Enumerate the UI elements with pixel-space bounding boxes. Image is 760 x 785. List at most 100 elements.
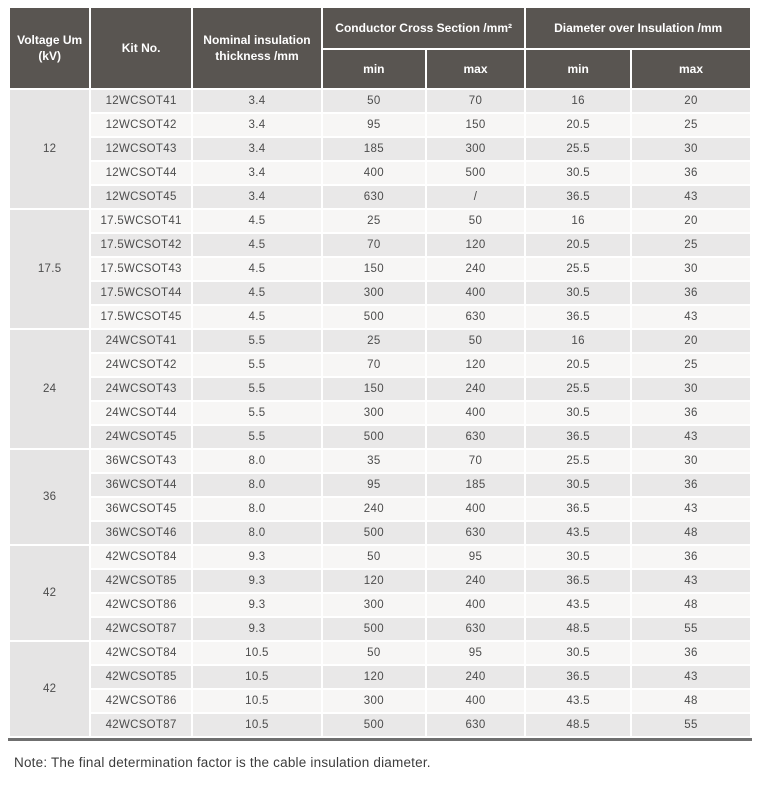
cell-ccs-min: 35 bbox=[323, 450, 425, 472]
cell-thickness: 5.5 bbox=[192, 426, 322, 448]
cell-kit: 42WCSOT84 bbox=[91, 546, 191, 568]
cell-doi-max: 48 bbox=[631, 594, 750, 616]
cell-ccs-max: 150 bbox=[426, 114, 525, 136]
cell-doi-max: 43 bbox=[631, 426, 750, 448]
cell-ccs-max: 95 bbox=[426, 546, 525, 568]
cell-ccs-max: 400 bbox=[426, 282, 525, 304]
cell-doi-min: 20.5 bbox=[526, 114, 630, 136]
cell-thickness: 10.5 bbox=[192, 690, 322, 712]
cell-doi-max: 43 bbox=[631, 186, 750, 208]
table-row: 24WCSOT42 5.5 70 120 20.5 25 bbox=[10, 354, 750, 376]
cell-ccs-max: 500 bbox=[426, 162, 525, 184]
cell-kit: 24WCSOT42 bbox=[91, 354, 191, 376]
cell-doi-max: 36 bbox=[631, 282, 750, 304]
cell-thickness: 9.3 bbox=[192, 546, 322, 568]
cell-kit: 42WCSOT85 bbox=[91, 570, 191, 592]
cell-ccs-max: 630 bbox=[426, 306, 525, 328]
cell-kit: 42WCSOT86 bbox=[91, 594, 191, 616]
cell-kit: 42WCSOT86 bbox=[91, 690, 191, 712]
cell-doi-min: 36.5 bbox=[526, 186, 630, 208]
cell-doi-max: 30 bbox=[631, 138, 750, 160]
table-row: 42 42WCSOT84 10.5 50 95 30.5 36 bbox=[10, 642, 750, 736]
cell-kit: 12WCSOT44 bbox=[91, 162, 191, 184]
header-diameter-over-insulation: Diameter over Insulation /mm bbox=[526, 8, 750, 48]
cell-ccs-min: 95 bbox=[323, 114, 425, 136]
table-row: 24 24WCSOT41 5.5 25 50 16 20 bbox=[10, 330, 750, 448]
cell-doi-max: 25 bbox=[631, 114, 750, 136]
cell-doi-min: 43.5 bbox=[526, 594, 630, 616]
cell-doi-max: 43 bbox=[631, 498, 750, 520]
cell-thickness: 3.4 bbox=[192, 90, 322, 112]
cell-thickness: 8.0 bbox=[192, 450, 322, 472]
cell-doi-min: 36.5 bbox=[526, 306, 630, 328]
cell-doi-min: 20.5 bbox=[526, 354, 630, 376]
cell-kit: 24WCSOT45 bbox=[91, 426, 191, 448]
table-row: 17.5WCSOT42 4.5 70 120 20.5 25 bbox=[10, 234, 750, 256]
header-conductor-cross-section: Conductor Cross Section /mm² bbox=[323, 8, 525, 48]
table-bottom-border bbox=[8, 738, 752, 741]
cell-ccs-min: 500 bbox=[323, 522, 425, 544]
header-row-minmax: min max min max bbox=[10, 50, 750, 88]
cell-doi-max: 43 bbox=[631, 666, 750, 688]
cell-ccs-max: 120 bbox=[426, 354, 525, 376]
cell-ccs-max: 95 bbox=[426, 642, 525, 664]
cell-doi-max: 48 bbox=[631, 522, 750, 544]
cell-ccs-min: 50 bbox=[323, 642, 425, 664]
cell-doi-min: 43.5 bbox=[526, 690, 630, 712]
cell-kit: 36WCSOT45 bbox=[91, 498, 191, 520]
cell-ccs-min: 70 bbox=[323, 234, 425, 256]
cell-ccs-min: 500 bbox=[323, 306, 425, 328]
cell-kit: 42WCSOT87 bbox=[91, 618, 191, 640]
cell-thickness: 3.4 bbox=[192, 162, 322, 184]
header-voltage: Voltage Um (kV) bbox=[10, 8, 90, 88]
cell-ccs-max: 630 bbox=[426, 714, 525, 736]
cell-doi-max: 36 bbox=[631, 642, 750, 664]
cell-ccs-max: 70 bbox=[426, 450, 525, 472]
cell-ccs-max: 630 bbox=[426, 618, 525, 640]
cell-kit: 24WCSOT43 bbox=[91, 378, 191, 400]
subheader-doi-max: max bbox=[631, 50, 750, 88]
cell-ccs-min: 500 bbox=[323, 618, 425, 640]
cell-thickness: 9.3 bbox=[192, 618, 322, 640]
cell-kit: 17.5WCSOT44 bbox=[91, 282, 191, 304]
cell-ccs-min: 150 bbox=[323, 378, 425, 400]
kit-specifications-table: Voltage Um (kV) Kit No. Nominal insulati… bbox=[8, 6, 752, 738]
cell-doi-max: 36 bbox=[631, 162, 750, 184]
cell-kit: 17.5WCSOT45 bbox=[91, 306, 191, 328]
table-row: 42WCSOT86 10.5 300 400 43.5 48 bbox=[10, 690, 750, 712]
voltage-group-cell: 24 bbox=[10, 330, 90, 448]
cell-doi-min: 25.5 bbox=[526, 138, 630, 160]
voltage-group-cell: 42 bbox=[10, 642, 90, 736]
cell-kit: 36WCSOT46 bbox=[91, 522, 191, 544]
cell-doi-min: 30.5 bbox=[526, 402, 630, 424]
cell-doi-max: 20 bbox=[631, 330, 750, 352]
cell-doi-max: 30 bbox=[631, 258, 750, 280]
cell-thickness: 4.5 bbox=[192, 258, 322, 280]
cell-ccs-max: / bbox=[426, 186, 525, 208]
cell-kit: 36WCSOT43 bbox=[91, 450, 191, 472]
table-row: 42WCSOT87 10.5 500 630 48.5 55 bbox=[10, 714, 750, 736]
cell-doi-min: 36.5 bbox=[526, 498, 630, 520]
table-row: 17.5WCSOT44 4.5 300 400 30.5 36 bbox=[10, 282, 750, 304]
cell-kit: 17.5WCSOT41 bbox=[91, 210, 191, 232]
table-row: 42WCSOT85 9.3 120 240 36.5 43 bbox=[10, 570, 750, 592]
cell-thickness: 3.4 bbox=[192, 186, 322, 208]
table-row: 17.5 17.5WCSOT41 4.5 25 50 16 20 bbox=[10, 210, 750, 328]
table-row: 12WCSOT45 3.4 630/36.5 43 bbox=[10, 186, 750, 208]
table-row: 17.5WCSOT45 4.5 500 630 36.5 43 bbox=[10, 306, 750, 328]
cell-kit: 17.5WCSOT43 bbox=[91, 258, 191, 280]
page: Voltage Um (kV) Kit No. Nominal insulati… bbox=[0, 6, 760, 785]
cell-ccs-max: 240 bbox=[426, 570, 525, 592]
cell-kit: 24WCSOT44 bbox=[91, 402, 191, 424]
table-row: 17.5WCSOT43 4.5 150 240 25.5 30 bbox=[10, 258, 750, 280]
footnote: Note: The final determination factor is … bbox=[14, 755, 431, 770]
cell-kit: 42WCSOT87 bbox=[91, 714, 191, 736]
cell-ccs-max: 240 bbox=[426, 666, 525, 688]
cell-kit: 36WCSOT44 bbox=[91, 474, 191, 496]
cell-thickness: 10.5 bbox=[192, 666, 322, 688]
cell-ccs-max: 185 bbox=[426, 474, 525, 496]
cell-doi-min: 43.5 bbox=[526, 522, 630, 544]
table-row: 42WCSOT85 10.5 120 240 36.5 43 bbox=[10, 666, 750, 688]
cell-ccs-max: 400 bbox=[426, 498, 525, 520]
table-row: 42 42WCSOT84 9.3 50 95 30.5 36 bbox=[10, 546, 750, 640]
